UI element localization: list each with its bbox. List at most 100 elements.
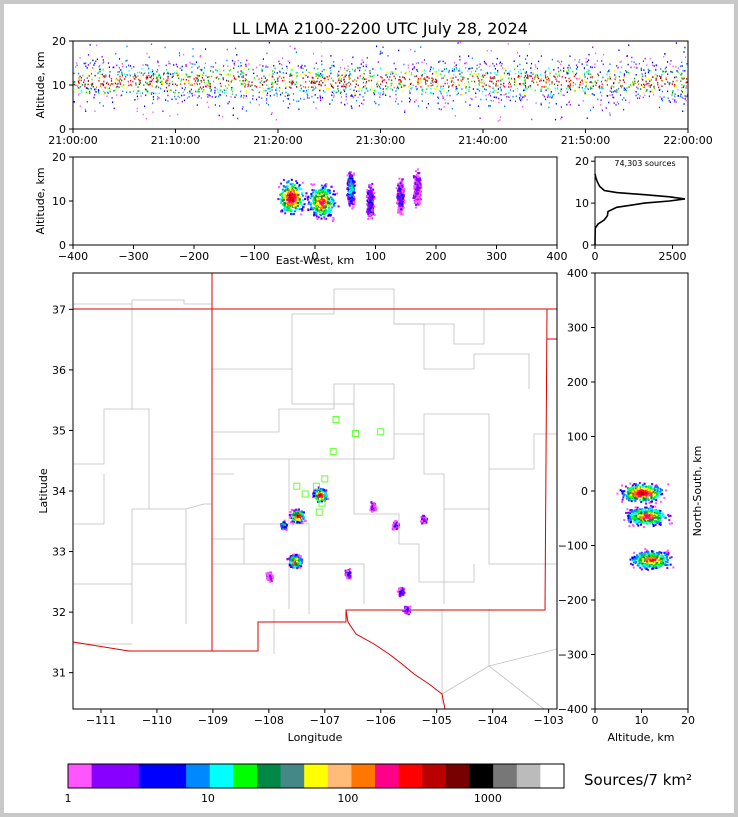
time-altitude-point xyxy=(579,84,581,86)
east-west-point xyxy=(304,195,307,198)
east-west-point xyxy=(281,203,284,206)
time-altitude-point xyxy=(97,91,100,93)
time-altitude-point xyxy=(261,69,263,71)
time-altitude-point xyxy=(607,78,609,80)
time-altitude-point xyxy=(341,74,343,77)
time-altitude-point xyxy=(123,73,125,76)
map-source-point xyxy=(314,491,317,494)
time-altitude-point xyxy=(248,81,250,83)
time-altitude-point xyxy=(291,74,293,77)
time-altitude-point xyxy=(354,79,356,81)
east-west-point xyxy=(370,197,373,200)
time-altitude-point xyxy=(661,99,663,102)
east-west-point xyxy=(368,185,371,188)
time-altitude-point xyxy=(363,86,365,88)
time-altitude-point xyxy=(145,81,147,84)
time-altitude-point xyxy=(256,66,258,69)
time-altitude-point xyxy=(521,98,523,100)
east-west-point xyxy=(320,203,323,206)
time-altitude-point xyxy=(226,59,228,62)
time-altitude-point xyxy=(519,69,521,71)
time-altitude-point xyxy=(355,83,357,85)
time-altitude-point xyxy=(568,64,570,67)
map-source-point xyxy=(289,516,292,519)
time-altitude-point xyxy=(465,101,467,103)
time-altitude-point xyxy=(99,68,101,71)
time-altitude-point xyxy=(581,87,583,89)
time-altitude-point xyxy=(589,88,592,90)
time-altitude-point xyxy=(675,42,677,44)
time-altitude-point xyxy=(611,91,613,93)
time-altitude-point xyxy=(237,117,239,120)
east-west-point xyxy=(288,206,291,209)
time-altitude-point xyxy=(331,94,333,97)
time-altitude-point xyxy=(615,104,617,106)
time-altitude-point xyxy=(242,81,244,84)
time-altitude-point xyxy=(349,83,352,85)
east-west-point xyxy=(293,210,296,213)
time-altitude-point xyxy=(522,105,524,108)
map-source-point xyxy=(295,508,298,511)
time-altitude-point xyxy=(352,56,354,59)
time-altitude-point xyxy=(549,73,551,76)
time-altitude-point xyxy=(555,102,557,105)
time-altitude-point xyxy=(475,73,477,76)
time-altitude-point xyxy=(339,75,341,77)
time-altitude-point xyxy=(208,83,210,86)
time-altitude-point xyxy=(218,78,220,80)
east-west-point xyxy=(400,208,403,211)
time-altitude-point xyxy=(127,80,129,83)
time-altitude-point xyxy=(637,93,639,96)
time-altitude-point xyxy=(500,88,502,91)
time-altitude-point xyxy=(674,93,676,95)
time-altitude-point xyxy=(418,78,420,80)
time-altitude-point xyxy=(295,81,298,83)
time-altitude-point xyxy=(283,79,285,82)
time-altitude-point xyxy=(519,83,521,85)
time-altitude-point xyxy=(309,72,311,74)
time-altitude-point xyxy=(330,77,332,80)
time-altitude-point xyxy=(647,78,650,80)
time-altitude-point xyxy=(567,85,569,88)
time-altitude-point xyxy=(669,101,671,103)
time-altitude-point xyxy=(626,87,628,89)
time-altitude-point xyxy=(301,67,303,69)
time-altitude-point xyxy=(203,72,205,74)
time-altitude-point xyxy=(665,66,667,69)
east-west-point xyxy=(350,191,353,193)
time-altitude-point xyxy=(279,71,281,73)
time-altitude-point xyxy=(243,97,245,99)
time-altitude-point xyxy=(247,85,249,88)
time-altitude-point xyxy=(586,77,589,80)
time-altitude-point xyxy=(642,91,644,94)
time-altitude-point xyxy=(310,71,312,74)
time-altitude-point xyxy=(586,93,588,96)
time-altitude-point xyxy=(566,72,568,74)
time-altitude-point xyxy=(226,79,228,82)
east-west-point xyxy=(294,196,297,199)
map-source-point xyxy=(297,508,300,511)
time-altitude-point xyxy=(506,95,508,98)
map-source-point xyxy=(282,524,285,527)
time-altitude-point xyxy=(93,96,95,99)
time-altitude-point xyxy=(188,95,190,98)
time-altitude-point xyxy=(117,73,119,76)
time-altitude-point xyxy=(478,74,480,77)
east-west-point xyxy=(414,180,417,183)
time-altitude-point xyxy=(436,85,438,88)
time-altitude-point xyxy=(540,90,542,92)
time-altitude-point xyxy=(579,81,581,84)
time-altitude-point xyxy=(192,91,194,94)
time-altitude-point xyxy=(271,75,273,77)
time-altitude-point xyxy=(380,76,382,78)
time-altitude-point xyxy=(462,76,464,79)
time-altitude-point xyxy=(234,64,236,67)
time-altitude-point xyxy=(645,80,647,83)
time-altitude-point xyxy=(382,93,384,96)
time-altitude-point xyxy=(545,70,547,72)
time-altitude-point xyxy=(476,75,478,78)
time-altitude-point xyxy=(218,68,220,70)
time-altitude-point xyxy=(156,85,158,87)
time-altitude-point xyxy=(391,89,394,91)
time-altitude-point xyxy=(365,81,368,83)
